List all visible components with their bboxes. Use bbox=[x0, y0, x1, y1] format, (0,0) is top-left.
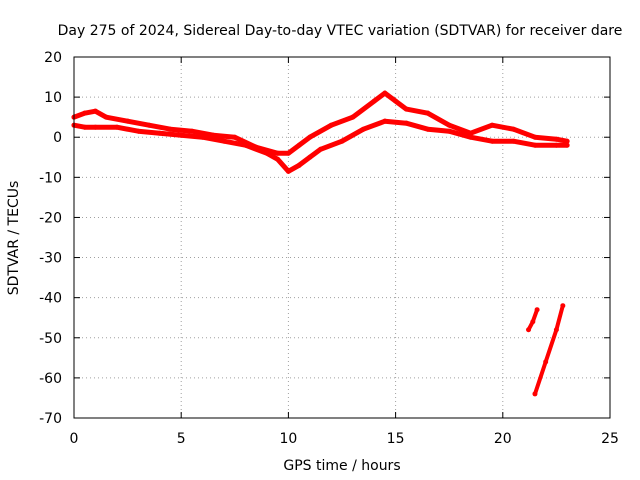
data-point bbox=[307, 154, 313, 160]
data-point bbox=[103, 114, 109, 120]
data-point bbox=[564, 138, 570, 144]
data-point bbox=[403, 106, 409, 112]
y-tick-label: -70 bbox=[39, 411, 62, 427]
data-point bbox=[82, 110, 88, 116]
y-tick-label: -50 bbox=[39, 331, 62, 347]
data-point bbox=[135, 128, 141, 134]
y-tick-label: -20 bbox=[39, 210, 62, 226]
data-point bbox=[553, 327, 559, 333]
data-point bbox=[275, 150, 281, 156]
y-axis-ticks: 20 10 0 -10 -20 -30 -40 -50 -60 -70 bbox=[39, 50, 610, 427]
data-series bbox=[71, 90, 570, 397]
data-point bbox=[178, 132, 184, 138]
y-tick-label: -10 bbox=[39, 170, 62, 186]
x-tick-label: 10 bbox=[279, 431, 297, 447]
chart-title: Day 275 of 2024, Sidereal Day-to-day VTE… bbox=[58, 23, 623, 39]
series-main-band-lower bbox=[71, 118, 570, 174]
data-point bbox=[530, 319, 536, 325]
data-point bbox=[425, 110, 431, 116]
data-point bbox=[489, 138, 495, 144]
data-point bbox=[560, 303, 566, 309]
data-point bbox=[534, 307, 540, 313]
data-point bbox=[275, 156, 281, 162]
data-point bbox=[92, 124, 98, 130]
data-point bbox=[511, 126, 517, 132]
y-tick-label: -60 bbox=[39, 371, 62, 387]
data-point bbox=[307, 134, 313, 140]
x-tick-label: 20 bbox=[494, 431, 512, 447]
data-point bbox=[425, 126, 431, 132]
grid bbox=[74, 57, 610, 418]
x-tick-label: 25 bbox=[601, 431, 619, 447]
data-point bbox=[553, 136, 559, 142]
data-point bbox=[125, 118, 131, 124]
data-point bbox=[82, 124, 88, 130]
data-point bbox=[511, 138, 517, 144]
data-point bbox=[543, 359, 549, 365]
x-axis-label: GPS time / hours bbox=[283, 458, 400, 474]
data-point bbox=[318, 146, 324, 152]
data-point bbox=[264, 150, 270, 156]
data-point bbox=[146, 122, 152, 128]
x-tick-label: 5 bbox=[177, 431, 186, 447]
data-point bbox=[296, 142, 302, 148]
data-point bbox=[532, 134, 538, 140]
data-point bbox=[489, 122, 495, 128]
y-tick-label: 10 bbox=[44, 90, 62, 106]
y-tick-label: -30 bbox=[39, 251, 62, 267]
data-point bbox=[532, 142, 538, 148]
y-axis-label: SDTVAR / TECUs bbox=[6, 181, 22, 296]
data-point bbox=[200, 134, 206, 140]
x-tick-label: 15 bbox=[387, 431, 405, 447]
data-point bbox=[339, 138, 345, 144]
plot-frame bbox=[73, 56, 611, 419]
x-axis-ticks: 0 5 10 15 20 25 bbox=[70, 57, 619, 447]
data-point bbox=[382, 90, 388, 96]
data-point bbox=[371, 98, 377, 104]
y-tick-label: 0 bbox=[53, 130, 62, 146]
data-point bbox=[393, 98, 399, 104]
data-point bbox=[114, 124, 120, 130]
data-point bbox=[553, 142, 559, 148]
y-tick-label: -40 bbox=[39, 291, 62, 307]
data-point bbox=[328, 122, 334, 128]
data-point bbox=[189, 128, 195, 134]
data-point bbox=[468, 134, 474, 140]
data-point bbox=[285, 168, 291, 174]
data-point bbox=[285, 150, 291, 156]
data-point bbox=[92, 108, 98, 114]
data-point bbox=[232, 134, 238, 140]
y-tick-label: 20 bbox=[44, 50, 62, 66]
data-point bbox=[157, 130, 163, 136]
data-point bbox=[526, 327, 532, 333]
x-tick-label: 0 bbox=[70, 431, 79, 447]
data-point bbox=[221, 138, 227, 144]
data-point bbox=[296, 162, 302, 168]
data-point bbox=[360, 126, 366, 132]
data-point bbox=[446, 128, 452, 134]
data-point bbox=[532, 391, 538, 397]
data-point bbox=[350, 114, 356, 120]
data-point bbox=[382, 118, 388, 124]
data-point bbox=[403, 120, 409, 126]
data-point bbox=[564, 142, 570, 148]
data-point bbox=[446, 122, 452, 128]
data-point bbox=[167, 126, 173, 132]
data-point bbox=[243, 142, 249, 148]
series-segment-b bbox=[533, 303, 565, 396]
